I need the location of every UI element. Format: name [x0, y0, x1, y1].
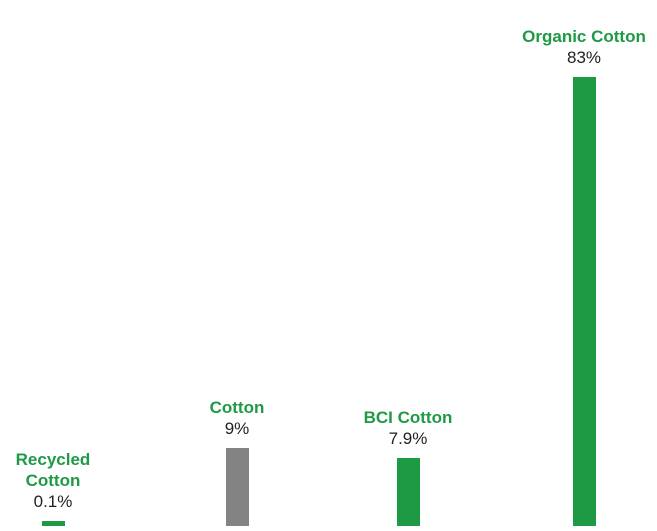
category-label: Cotton	[25, 471, 81, 490]
category-label: BCI Cotton	[363, 408, 453, 427]
bar-label: Recycled Cotton 0.1%	[0, 449, 113, 512]
bar	[41, 521, 65, 526]
value-label: 83%	[566, 48, 602, 67]
value-label: 7.9%	[388, 429, 428, 448]
category-label: Cotton	[209, 398, 265, 417]
bar-group-1: Cotton 9%	[192, 397, 282, 526]
bar	[572, 77, 596, 526]
bar-label: Cotton 9%	[192, 397, 282, 439]
bar-label: Organic Cotton 83%	[514, 26, 654, 68]
bar-label: BCI Cotton 7.9%	[343, 407, 473, 449]
value-label: 0.1%	[33, 492, 73, 511]
value-label: 9%	[224, 419, 250, 438]
category-label: Recycled	[15, 450, 91, 469]
bar	[225, 448, 249, 526]
bar-group-3: Organic Cotton 83%	[514, 26, 654, 526]
bar	[396, 458, 420, 526]
bar-group-0: Recycled Cotton 0.1%	[0, 449, 113, 526]
bar-group-2: BCI Cotton 7.9%	[343, 407, 473, 526]
category-label: Organic Cotton	[522, 27, 646, 46]
